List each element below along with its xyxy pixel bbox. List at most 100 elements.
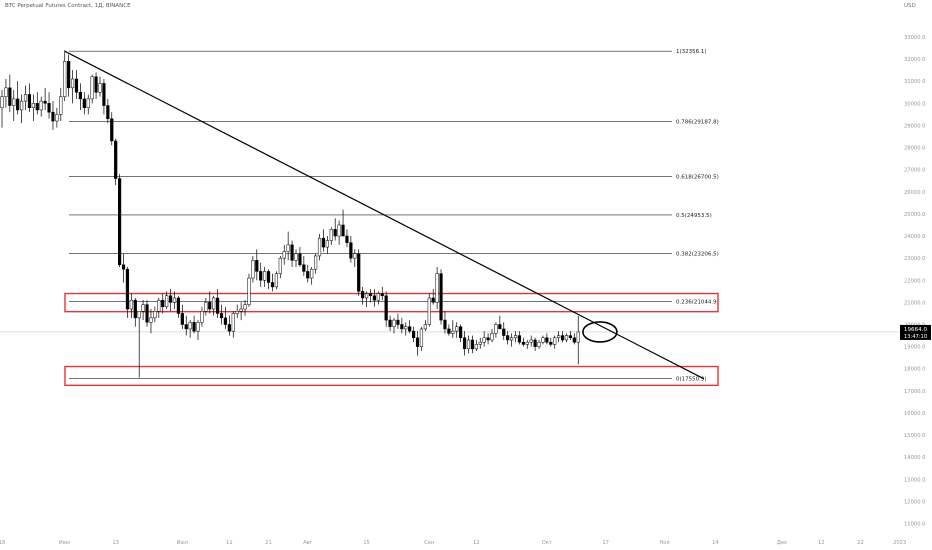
candle-body[interactable] — [525, 341, 529, 345]
candle-body[interactable] — [243, 304, 247, 310]
candle-body[interactable] — [20, 100, 24, 111]
candle-body[interactable] — [141, 304, 145, 312]
candle-body[interactable] — [255, 260, 259, 272]
candle-body[interactable] — [133, 299, 137, 319]
candle-body[interactable] — [51, 111, 55, 122]
candle-body[interactable] — [204, 302, 208, 312]
candle-body[interactable] — [459, 326, 463, 339]
candle-body[interactable] — [39, 100, 43, 111]
candle-body[interactable] — [384, 295, 388, 321]
candle-body[interactable] — [263, 271, 267, 281]
candle-body[interactable] — [121, 264, 126, 270]
candle-body[interactable] — [63, 61, 67, 97]
candle-body[interactable] — [412, 330, 416, 339]
candle-body[interactable] — [172, 297, 177, 303]
candle-body[interactable] — [4, 87, 8, 97]
candle-body[interactable] — [176, 297, 181, 314]
candle-body[interactable] — [208, 302, 212, 310]
candle-body[interactable] — [521, 341, 525, 345]
candle-body[interactable] — [568, 335, 572, 339]
candle-body[interactable] — [333, 229, 337, 237]
candle-body[interactable] — [200, 310, 204, 323]
candle-body[interactable] — [306, 271, 310, 279]
candle-body[interactable] — [451, 330, 455, 334]
candle-body[interactable] — [506, 335, 510, 341]
candle-body[interactable] — [118, 178, 122, 266]
candle-body[interactable] — [294, 253, 298, 261]
candle-body[interactable] — [98, 83, 102, 93]
candle-body[interactable] — [317, 237, 322, 257]
candle-body[interactable] — [388, 319, 392, 327]
candle-body[interactable] — [474, 344, 478, 350]
candle-body[interactable] — [168, 295, 173, 303]
candle-body[interactable] — [431, 297, 435, 303]
candle-body[interactable] — [286, 244, 290, 252]
candle-body[interactable] — [400, 324, 404, 330]
candle-body[interactable] — [321, 237, 326, 248]
candle-body[interactable] — [90, 76, 94, 100]
candle-body[interactable] — [94, 76, 98, 93]
candle-body[interactable] — [415, 337, 420, 347]
candle-body[interactable] — [325, 240, 329, 248]
candle-body[interactable] — [408, 326, 412, 332]
candle-body[interactable] — [102, 83, 106, 106]
trendline[interactable] — [64, 50, 704, 380]
candle-body[interactable] — [502, 328, 506, 336]
candle-body[interactable] — [259, 271, 263, 281]
candle-body[interactable] — [341, 224, 345, 237]
candle-body[interactable] — [345, 235, 349, 243]
candle-body[interactable] — [43, 100, 47, 104]
candle-body[interactable] — [302, 264, 306, 272]
candle-body[interactable] — [137, 310, 141, 319]
candle-body[interactable] — [235, 310, 239, 314]
candle-body[interactable] — [329, 229, 333, 241]
candle-body[interactable] — [517, 335, 522, 343]
candle-body[interactable] — [443, 319, 447, 330]
candle-body[interactable] — [212, 297, 216, 310]
candle-body[interactable] — [572, 337, 576, 343]
support-zone-box[interactable] — [64, 365, 719, 387]
candle-body[interactable] — [231, 313, 235, 332]
candle-body[interactable] — [310, 268, 314, 279]
candle-body[interactable] — [372, 295, 376, 301]
candle-body[interactable] — [513, 335, 518, 339]
candle-body[interactable] — [219, 313, 224, 319]
candle-body[interactable] — [149, 317, 153, 323]
candle-body[interactable] — [560, 335, 565, 341]
candle-body[interactable] — [455, 326, 459, 332]
candle-body[interactable] — [392, 319, 396, 327]
candle-body[interactable] — [188, 322, 192, 330]
candle-body[interactable] — [35, 103, 39, 111]
candle-body[interactable] — [74, 78, 79, 93]
candle-body[interactable] — [490, 333, 494, 341]
candle-body[interactable] — [494, 324, 498, 334]
candle-body[interactable] — [396, 319, 400, 325]
candle-body[interactable] — [368, 293, 373, 297]
candle-body[interactable] — [349, 242, 353, 259]
candle-body[interactable] — [482, 337, 486, 343]
candle-body[interactable] — [8, 87, 12, 106]
candle-body[interactable] — [486, 337, 490, 341]
candle-body[interactable] — [549, 341, 553, 345]
candle-body[interactable] — [27, 94, 32, 108]
candle-body[interactable] — [110, 118, 114, 142]
candle-body[interactable] — [16, 98, 20, 111]
candle-body[interactable] — [337, 224, 341, 237]
candle-body[interactable] — [161, 299, 165, 308]
candle-body[interactable] — [59, 96, 63, 115]
candle-body[interactable] — [376, 293, 380, 301]
candle-body[interactable] — [529, 339, 533, 343]
candle-body[interactable] — [274, 273, 278, 288]
candle-body[interactable] — [23, 94, 28, 102]
candle-body[interactable] — [125, 268, 130, 310]
candle-body[interactable] — [239, 308, 243, 312]
candle-body[interactable] — [470, 339, 474, 350]
candle-body[interactable] — [533, 339, 537, 347]
candle-body[interactable] — [153, 310, 157, 319]
candle-body[interactable] — [290, 244, 294, 261]
candle-body[interactable] — [364, 293, 369, 299]
candle-body[interactable] — [192, 322, 196, 332]
candle-body[interactable] — [180, 313, 184, 325]
candle-body[interactable] — [114, 140, 118, 179]
